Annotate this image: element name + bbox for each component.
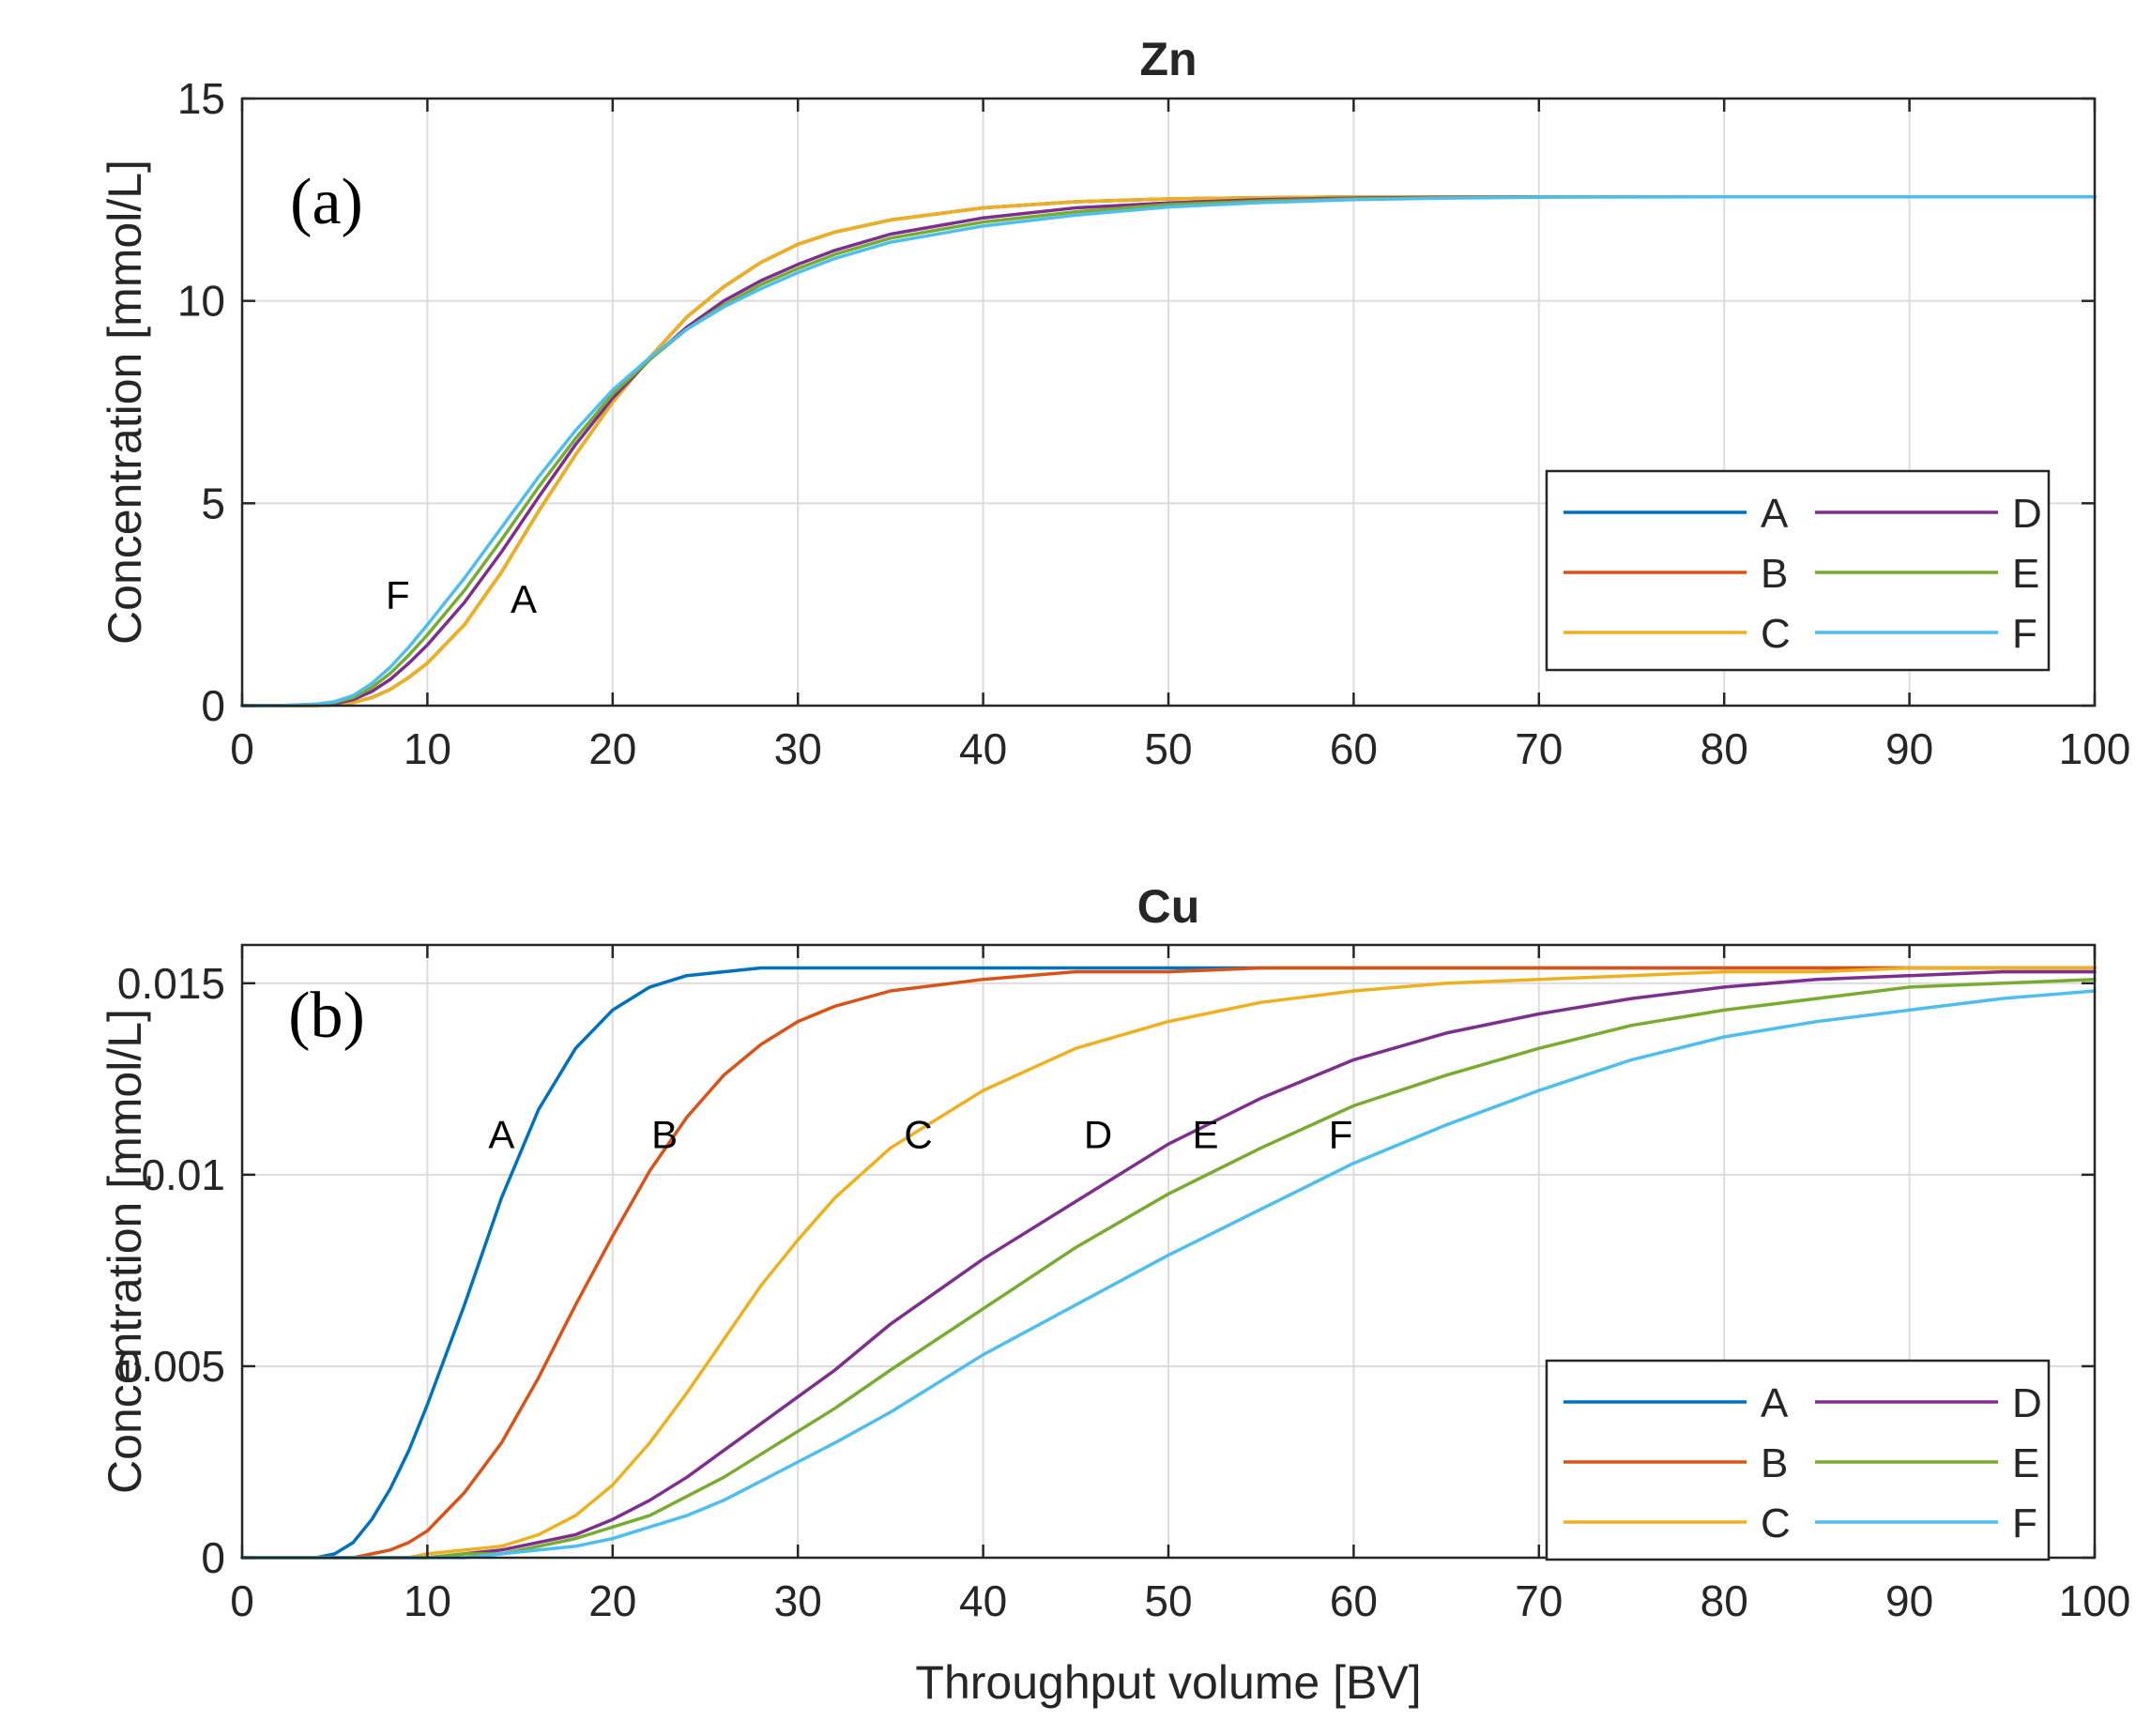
y-tick-label: 0: [201, 681, 225, 730]
legend-label-e: E: [2012, 551, 2039, 597]
x-tick-label: 80: [1701, 1576, 1748, 1625]
x-tick-label: 40: [959, 724, 1007, 773]
x-tick-label: 90: [1885, 1576, 1933, 1625]
x-tick-label: 30: [774, 1576, 822, 1625]
curve-annotation: A: [488, 1112, 514, 1156]
x-tick-label: 100: [2059, 724, 2131, 773]
curve-annotation: B: [651, 1112, 678, 1156]
x-tick-label: 0: [230, 1576, 254, 1625]
panel-label: (a): [290, 166, 363, 238]
x-tick-label: 50: [1144, 724, 1192, 773]
legend-label-c: C: [1761, 611, 1791, 657]
curve-annotation: C: [904, 1112, 932, 1156]
x-tick-label: 10: [404, 724, 451, 773]
y-axis-label: Concentration [mmol/L]: [99, 1009, 151, 1494]
chart-panel-cu: 0 10 20 30 40 50 60 70 80 90 100 0 0.005 0.01 0.015 Cu C…: [99, 880, 2130, 1709]
chart-title: Cu: [1137, 880, 1200, 933]
x-tick-label: 60: [1330, 1576, 1378, 1625]
legend-box: [1545, 469, 2051, 672]
legend-label-c: C: [1761, 1500, 1791, 1546]
legend-label-d: D: [2012, 1380, 2042, 1426]
curve-annotation: E: [1192, 1112, 1218, 1156]
x-tick-label: 60: [1330, 724, 1378, 773]
legend-label-a: A: [1761, 491, 1789, 537]
y-tick-label: 0: [201, 1533, 225, 1582]
series-line-f: [240, 195, 2097, 708]
chart-title: Zn: [1139, 33, 1197, 85]
legend-label-b: B: [1761, 551, 1788, 597]
y-tick-label: 0.015: [117, 959, 225, 1008]
y-tick-label: 0.005: [117, 1342, 225, 1391]
curve-annotation: D: [1084, 1112, 1112, 1156]
x-tick-label: 0: [230, 724, 254, 773]
series-line-b: [240, 966, 2097, 1560]
legend-label-b: B: [1761, 1440, 1788, 1486]
x-tick-label: 100: [2059, 1576, 2131, 1625]
legend-label-f: F: [2012, 611, 2037, 657]
x-tick-label: 40: [959, 1576, 1007, 1625]
legend-label-a: A: [1761, 1380, 1789, 1426]
y-axis-label: Concentration [mmol/L]: [99, 160, 151, 645]
x-tick-label: 20: [588, 724, 636, 773]
panel-label: (b): [288, 980, 365, 1052]
x-axis-label: Throughput volume [BV]: [915, 1656, 1421, 1709]
x-tick-label: 20: [588, 1576, 636, 1625]
legend: ABC DEF: [1545, 1359, 2051, 1561]
x-tick-label: 70: [1515, 724, 1563, 773]
y-tick-label: 10: [177, 277, 225, 326]
legend-label-f: F: [2012, 1500, 2037, 1546]
legend-box: [1545, 1359, 2051, 1561]
x-tick-label: 80: [1701, 724, 1748, 773]
legend: ABC DEF: [1545, 469, 2051, 672]
legend-label-e: E: [2012, 1440, 2039, 1486]
curve-annotation: A: [511, 577, 537, 621]
curve-annotation: F: [1329, 1112, 1353, 1156]
x-tick-label: 30: [774, 724, 822, 773]
chart-panel-zn: 0 10 20 30 40 50 60 70 80 90 100 0 5 10 15 Zn Concentrat…: [99, 33, 2130, 773]
y-tick-label: 15: [177, 74, 225, 123]
x-tick-label: 70: [1515, 1576, 1563, 1625]
y-tick-label: 0.01: [141, 1150, 225, 1199]
curve-annotation: F: [386, 572, 410, 617]
legend-label-d: D: [2012, 491, 2042, 537]
x-tick-label: 10: [404, 1576, 451, 1625]
x-tick-label: 50: [1144, 1576, 1192, 1625]
y-tick-label: 5: [201, 479, 225, 527]
x-tick-label: 90: [1885, 724, 1933, 773]
